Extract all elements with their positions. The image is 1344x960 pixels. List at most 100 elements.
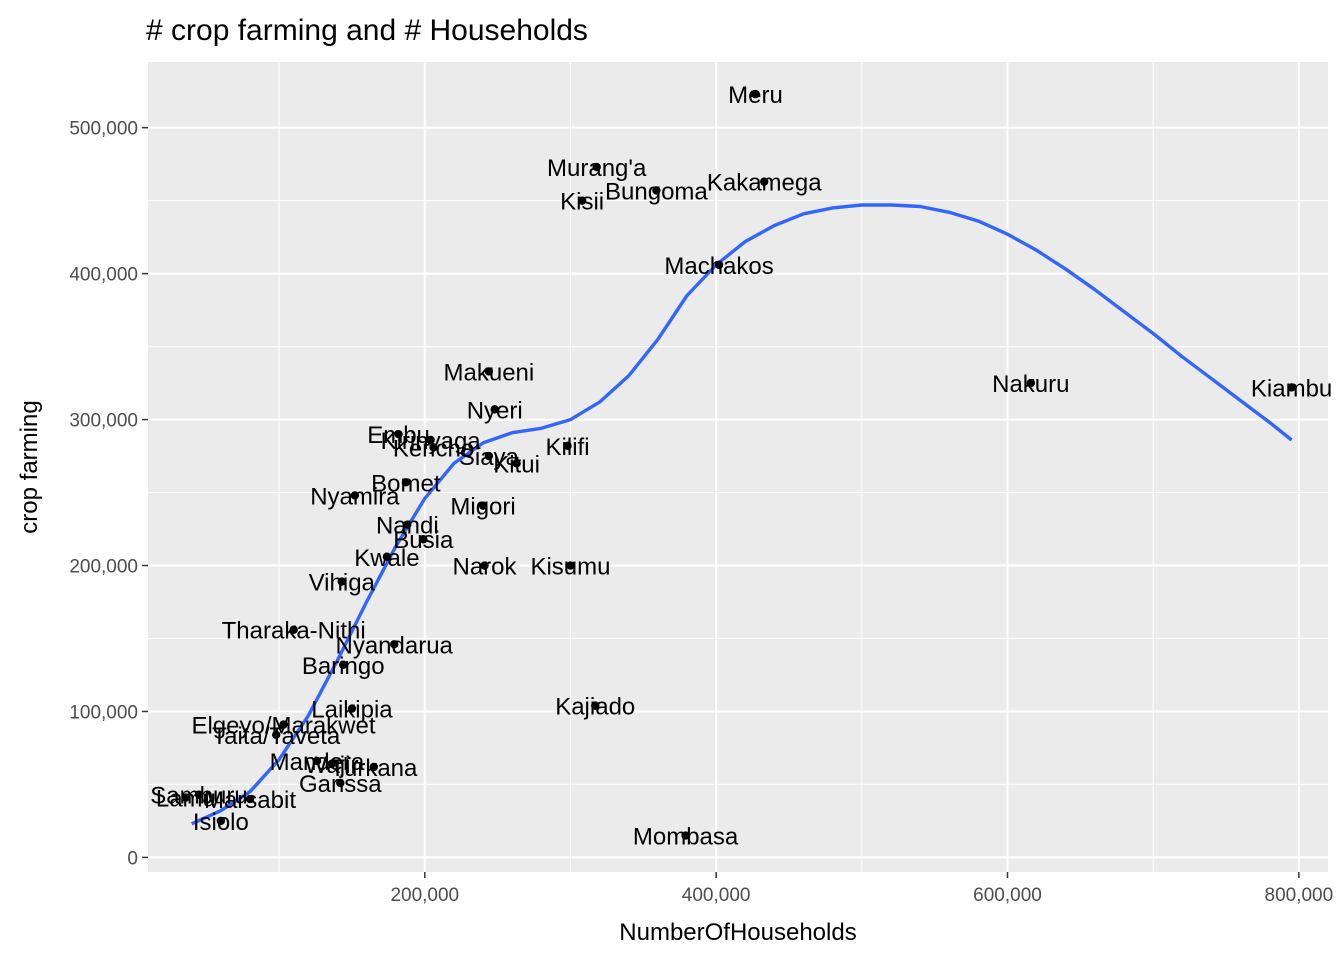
point-label: Kiambu	[1251, 375, 1332, 402]
data-point	[245, 794, 255, 804]
smooth-line	[191, 203, 1293, 826]
data-point	[1026, 378, 1036, 388]
data-point	[681, 831, 690, 840]
x-tick-label: 800,000	[1265, 885, 1334, 906]
point-label: Bungoma	[605, 178, 708, 205]
data-point	[591, 701, 600, 710]
data-point	[312, 756, 322, 766]
data-point	[426, 435, 435, 445]
y-tick-label: 300,000	[69, 411, 138, 432]
data-points	[181, 89, 1296, 840]
point-label: Siaya	[459, 444, 520, 471]
y-tick-label: 100,000	[69, 702, 138, 723]
point-label: Kakamega	[707, 170, 822, 197]
data-point	[566, 561, 575, 570]
data-point	[339, 660, 348, 669]
y-tick-label: 200,000	[69, 557, 138, 578]
y-tick-label: 400,000	[69, 265, 138, 286]
point-label: Nyeri	[467, 397, 523, 424]
data-point	[279, 720, 288, 729]
data-point	[484, 451, 494, 461]
x-axis: 200,000 400,000 600,000 800,000	[390, 872, 1333, 906]
point-label: Kitui	[493, 451, 540, 478]
point-label: Migori	[450, 494, 515, 521]
data-point	[480, 561, 489, 570]
data-point	[350, 491, 360, 500]
point-label: Narok	[453, 554, 518, 581]
point-label: Laikipia	[311, 697, 393, 724]
point-label: Nyandarua	[335, 632, 453, 659]
point-label: Kilifi	[546, 434, 590, 461]
data-point	[512, 459, 521, 468]
data-point	[652, 186, 661, 195]
point-label: Turkana	[330, 755, 418, 782]
data-point	[484, 367, 494, 376]
data-point	[394, 429, 403, 439]
data-point	[563, 441, 572, 451]
point-label: Meru	[728, 82, 783, 109]
x-axis-title: NumberOfHouseholds	[619, 919, 856, 946]
point-label: Machakos	[664, 253, 773, 280]
point-label: Kirinyaga	[381, 428, 482, 455]
point-label: Nandi	[376, 513, 439, 540]
data-point	[327, 759, 336, 769]
minor-grid	[148, 62, 1328, 872]
loess-smooth	[191, 203, 1293, 826]
point-label: Murang'a	[547, 155, 647, 182]
point-label: Busia	[393, 527, 454, 554]
data-point	[577, 196, 587, 205]
point-label: Tharaka-Nithi	[222, 618, 366, 645]
x-tick-label: 600,000	[973, 885, 1042, 906]
data-point	[478, 501, 488, 510]
data-point	[289, 625, 298, 634]
point-label: Marsabit	[204, 787, 296, 814]
point-label: Bomet	[371, 470, 441, 497]
point-label: Nakuru	[992, 371, 1069, 398]
y-tick-label: 500,000	[69, 119, 138, 140]
data-point	[592, 162, 601, 172]
data-point	[429, 443, 438, 452]
x-tick-label: 400,000	[682, 885, 751, 906]
data-point	[490, 405, 499, 414]
data-point	[751, 89, 760, 99]
point-label: Isiolo	[193, 809, 249, 836]
point-label: Taita/Taveta	[212, 723, 341, 750]
data-point	[336, 778, 345, 788]
point-label: Embu	[367, 422, 430, 449]
point-label: Baringo	[302, 653, 385, 680]
point-label: Wajir	[305, 752, 359, 779]
point-label: Vihiga	[309, 570, 376, 597]
point-label: Elgeyo/Marakwet	[191, 713, 375, 740]
data-point	[194, 790, 204, 799]
y-tick-label: 0	[127, 848, 138, 869]
data-point	[382, 552, 392, 561]
major-grid	[148, 62, 1328, 872]
point-label: Makueni	[444, 359, 535, 386]
data-point	[181, 793, 191, 802]
y-axis-title: crop farming	[16, 400, 43, 533]
point-label: Mandera	[270, 749, 365, 776]
data-point	[337, 577, 346, 586]
data-point	[1287, 383, 1296, 392]
point-label: Lamu	[156, 786, 216, 813]
data-point	[347, 704, 357, 713]
chart-title: # crop farming and # Households	[146, 14, 588, 47]
data-point	[401, 478, 411, 487]
point-label: Nyamira	[310, 483, 400, 510]
data-point	[419, 535, 428, 544]
data-point	[216, 816, 226, 826]
point-label: Kisii	[560, 189, 604, 216]
data-point	[271, 730, 281, 740]
data-point	[714, 260, 724, 270]
x-tick-label: 200,000	[390, 885, 459, 906]
point-label: Kwale	[354, 545, 419, 572]
panel-background	[148, 62, 1328, 872]
point-label: Garissa	[299, 771, 382, 798]
data-point	[760, 177, 769, 186]
data-point	[369, 762, 379, 772]
y-axis: 0 100,000 200,000 300,000 400,000 500,000	[69, 119, 148, 869]
data-point	[403, 520, 412, 529]
point-label: Kisumu	[530, 554, 610, 581]
